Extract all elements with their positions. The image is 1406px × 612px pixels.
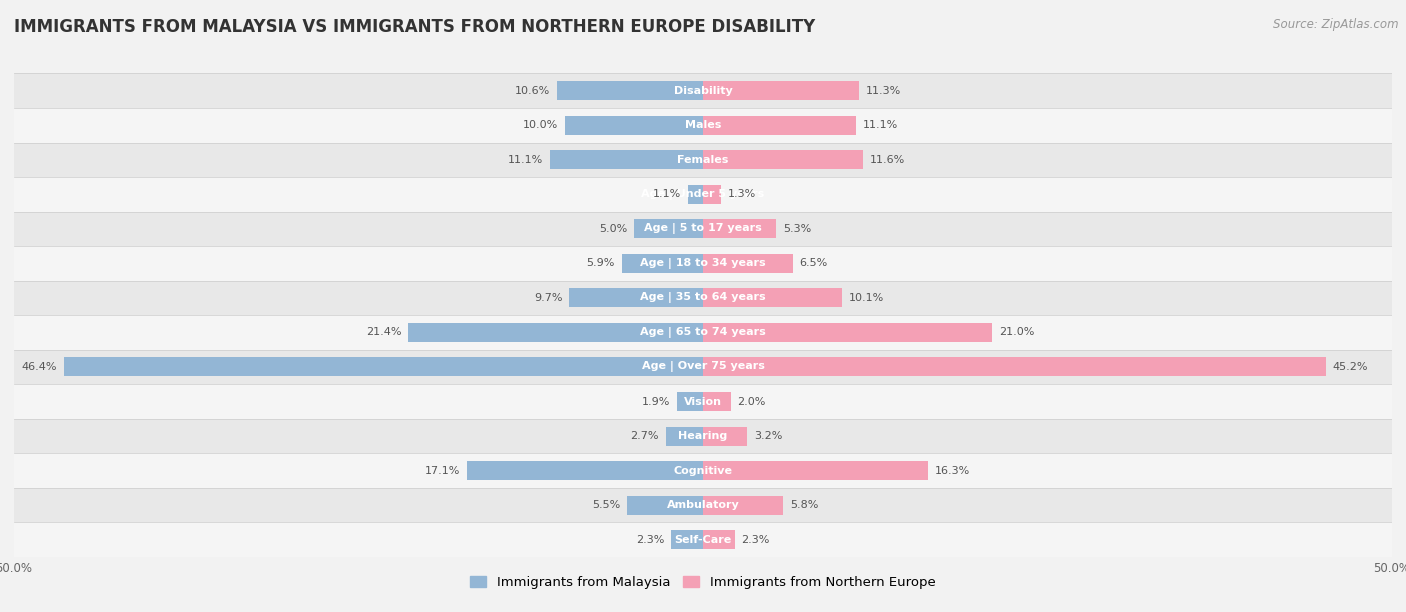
Text: Ambulatory: Ambulatory (666, 500, 740, 510)
Text: Age | Over 75 years: Age | Over 75 years (641, 362, 765, 373)
Bar (467, 461, 703, 480)
Text: 17.1%: 17.1% (425, 466, 461, 476)
Bar (14, 143, 1392, 177)
Text: 46.4%: 46.4% (21, 362, 56, 372)
Bar (703, 530, 735, 549)
Bar (703, 496, 783, 515)
Text: 21.4%: 21.4% (366, 327, 401, 337)
Text: Hearing: Hearing (678, 431, 728, 441)
Text: 2.7%: 2.7% (630, 431, 659, 441)
Text: Age | Under 5 years: Age | Under 5 years (641, 189, 765, 200)
Text: 10.1%: 10.1% (849, 293, 884, 303)
Text: Disability: Disability (673, 86, 733, 95)
Text: 11.1%: 11.1% (863, 120, 898, 130)
Bar (621, 254, 703, 273)
Bar (550, 151, 703, 170)
Text: 16.3%: 16.3% (935, 466, 970, 476)
Text: 3.2%: 3.2% (754, 431, 782, 441)
Text: 10.6%: 10.6% (515, 86, 550, 95)
Text: Age | 65 to 74 years: Age | 65 to 74 years (640, 327, 766, 338)
Text: 11.3%: 11.3% (866, 86, 901, 95)
Text: 10.0%: 10.0% (523, 120, 558, 130)
Text: 1.1%: 1.1% (652, 189, 681, 200)
Text: 45.2%: 45.2% (1333, 362, 1368, 372)
Bar (565, 116, 703, 135)
Text: Age | 35 to 64 years: Age | 35 to 64 years (640, 293, 766, 304)
Bar (634, 219, 703, 238)
Text: Source: ZipAtlas.com: Source: ZipAtlas.com (1274, 18, 1399, 31)
Bar (14, 246, 1392, 281)
Text: 2.3%: 2.3% (741, 535, 770, 545)
Text: Vision: Vision (683, 397, 723, 406)
Bar (703, 254, 793, 273)
Text: 2.0%: 2.0% (738, 397, 766, 406)
Text: 6.5%: 6.5% (800, 258, 828, 269)
Bar (671, 530, 703, 549)
Bar (703, 81, 859, 100)
Bar (703, 392, 731, 411)
Text: Age | 18 to 34 years: Age | 18 to 34 years (640, 258, 766, 269)
Text: Age | 5 to 17 years: Age | 5 to 17 years (644, 223, 762, 234)
Text: Females: Females (678, 155, 728, 165)
Text: 9.7%: 9.7% (534, 293, 562, 303)
Bar (703, 219, 776, 238)
Bar (676, 392, 703, 411)
Bar (408, 323, 703, 342)
Bar (63, 357, 703, 376)
Bar (703, 151, 863, 170)
Text: 21.0%: 21.0% (1000, 327, 1035, 337)
Text: 1.9%: 1.9% (641, 397, 669, 406)
Text: 5.9%: 5.9% (586, 258, 614, 269)
Bar (627, 496, 703, 515)
Bar (703, 427, 747, 446)
Text: Males: Males (685, 120, 721, 130)
Text: 5.3%: 5.3% (783, 224, 811, 234)
Text: 5.5%: 5.5% (592, 500, 620, 510)
Text: 2.3%: 2.3% (636, 535, 665, 545)
Text: Self-Care: Self-Care (675, 535, 731, 545)
Bar (666, 427, 703, 446)
Bar (703, 116, 856, 135)
Text: 1.3%: 1.3% (728, 189, 756, 200)
Bar (14, 349, 1392, 384)
Bar (703, 323, 993, 342)
Bar (703, 461, 928, 480)
Bar (14, 315, 1392, 349)
Bar (14, 281, 1392, 315)
Bar (14, 419, 1392, 453)
Bar (14, 488, 1392, 523)
Bar (14, 108, 1392, 143)
Bar (703, 185, 721, 204)
Text: 11.1%: 11.1% (508, 155, 543, 165)
Bar (569, 288, 703, 307)
Text: 5.0%: 5.0% (599, 224, 627, 234)
Bar (14, 177, 1392, 212)
Legend: Immigrants from Malaysia, Immigrants from Northern Europe: Immigrants from Malaysia, Immigrants fro… (471, 576, 935, 589)
Bar (14, 73, 1392, 108)
Bar (703, 288, 842, 307)
Bar (688, 185, 703, 204)
Bar (14, 384, 1392, 419)
Bar (14, 453, 1392, 488)
Text: 5.8%: 5.8% (790, 500, 818, 510)
Text: 11.6%: 11.6% (870, 155, 905, 165)
Text: IMMIGRANTS FROM MALAYSIA VS IMMIGRANTS FROM NORTHERN EUROPE DISABILITY: IMMIGRANTS FROM MALAYSIA VS IMMIGRANTS F… (14, 18, 815, 36)
Bar (557, 81, 703, 100)
Text: Cognitive: Cognitive (673, 466, 733, 476)
Bar (14, 212, 1392, 246)
Bar (703, 357, 1326, 376)
Bar (14, 523, 1392, 557)
